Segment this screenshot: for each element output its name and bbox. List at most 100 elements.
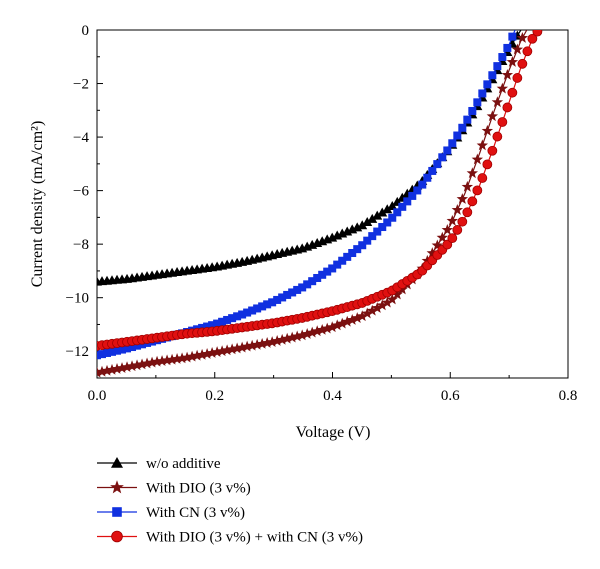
data-point bbox=[473, 98, 482, 107]
data-point bbox=[123, 344, 132, 353]
data-point bbox=[366, 304, 378, 316]
data-point bbox=[263, 300, 272, 309]
data-point bbox=[377, 207, 388, 217]
data-point bbox=[413, 186, 422, 195]
data-point bbox=[243, 308, 252, 317]
legend-item: With CN (3 v%) bbox=[97, 505, 245, 521]
data-point bbox=[156, 355, 168, 366]
data-point bbox=[481, 124, 494, 136]
data-point bbox=[363, 236, 372, 245]
data-point bbox=[457, 216, 468, 227]
x-tick-label: 0.0 bbox=[88, 388, 107, 404]
legend-marker bbox=[112, 507, 122, 517]
data-point bbox=[371, 302, 383, 313]
legend-label: With DIO (3 v%) bbox=[146, 481, 251, 497]
data-point bbox=[426, 247, 438, 259]
data-point bbox=[128, 343, 137, 352]
data-point bbox=[121, 361, 133, 373]
data-point bbox=[497, 117, 508, 127]
data-point bbox=[298, 283, 307, 292]
data-point bbox=[472, 185, 483, 196]
data-point bbox=[136, 358, 148, 370]
data-point bbox=[97, 365, 108, 377]
data-point bbox=[151, 355, 163, 367]
data-point bbox=[431, 239, 443, 251]
data-point bbox=[478, 89, 487, 98]
data-point bbox=[393, 208, 402, 217]
data-point bbox=[391, 288, 403, 300]
data-point bbox=[362, 217, 373, 227]
data-point bbox=[461, 180, 474, 192]
data-point bbox=[503, 43, 512, 52]
data-point bbox=[517, 58, 528, 69]
data-point bbox=[126, 360, 138, 372]
data-point bbox=[447, 233, 458, 244]
series-2 bbox=[97, 30, 517, 360]
series-0 bbox=[97, 30, 523, 286]
data-point bbox=[506, 56, 519, 67]
data-point bbox=[381, 296, 393, 308]
data-point bbox=[141, 357, 153, 369]
data-point bbox=[331, 319, 343, 331]
data-point bbox=[191, 349, 203, 361]
data-point bbox=[228, 314, 237, 323]
data-point bbox=[532, 30, 543, 37]
data-point bbox=[308, 277, 317, 286]
legend-item: w/o additive bbox=[97, 456, 221, 472]
data-point bbox=[353, 245, 362, 254]
data-point bbox=[456, 193, 469, 204]
data-point bbox=[238, 310, 247, 319]
data-point bbox=[291, 330, 303, 342]
data-point bbox=[98, 350, 107, 359]
data-point bbox=[246, 339, 258, 351]
data-point bbox=[218, 317, 227, 326]
data-point bbox=[311, 325, 323, 337]
data-point bbox=[338, 256, 347, 265]
data-point bbox=[421, 254, 433, 266]
data-point bbox=[423, 173, 432, 182]
y-tick-label: −4 bbox=[73, 130, 89, 146]
data-point bbox=[488, 71, 497, 80]
data-point bbox=[203, 322, 212, 331]
data-point bbox=[442, 239, 453, 250]
data-point bbox=[108, 347, 117, 356]
y-tick-label: 0 bbox=[82, 23, 90, 39]
y-tick-label: −6 bbox=[73, 184, 89, 200]
y-tick-label: −12 bbox=[66, 344, 89, 360]
data-point bbox=[343, 252, 352, 261]
legend-label: With DIO (3 v%) + with CN (3 v%) bbox=[146, 530, 363, 546]
data-point bbox=[251, 338, 263, 350]
data-point bbox=[133, 341, 142, 350]
data-point bbox=[241, 340, 253, 352]
data-point bbox=[508, 32, 517, 41]
x-tick-label: 0.6 bbox=[441, 388, 460, 404]
data-point bbox=[186, 350, 198, 362]
data-point bbox=[483, 80, 492, 89]
data-point bbox=[357, 220, 368, 230]
x-axis-label: Voltage (V) bbox=[296, 424, 371, 441]
x-tick-label: 0.2 bbox=[205, 388, 224, 404]
data-point bbox=[101, 364, 113, 376]
data-point bbox=[467, 196, 478, 207]
data-point bbox=[278, 293, 287, 302]
data-point bbox=[466, 167, 479, 179]
y-axis-ticks: 0 −2 −4 −6 −8 −10 −12 bbox=[66, 23, 103, 379]
series-line bbox=[97, 30, 516, 356]
data-point bbox=[131, 359, 143, 371]
data-point bbox=[527, 33, 538, 44]
data-point bbox=[301, 328, 313, 339]
data-point bbox=[231, 342, 243, 354]
data-point bbox=[276, 333, 288, 345]
data-point bbox=[316, 323, 328, 335]
series-layer bbox=[97, 30, 543, 378]
data-point bbox=[326, 321, 338, 333]
y-axis-label: Current density (mA/cm²) bbox=[29, 121, 46, 288]
data-point bbox=[253, 304, 262, 313]
data-point bbox=[468, 106, 477, 115]
data-point bbox=[328, 264, 337, 273]
data-point bbox=[271, 335, 283, 346]
data-point bbox=[181, 351, 193, 363]
data-point bbox=[333, 260, 342, 269]
data-point bbox=[306, 326, 318, 338]
data-point bbox=[323, 267, 332, 276]
